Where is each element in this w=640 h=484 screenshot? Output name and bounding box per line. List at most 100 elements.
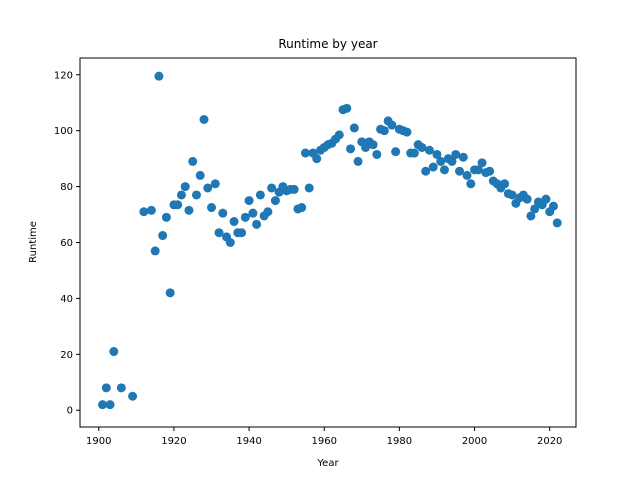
data-point bbox=[116, 383, 126, 393]
data-point bbox=[128, 391, 138, 401]
data-point bbox=[218, 208, 228, 218]
data-point bbox=[304, 183, 314, 193]
data-point bbox=[387, 120, 397, 130]
x-tick-label: 1900 bbox=[86, 436, 111, 447]
data-point bbox=[462, 170, 472, 180]
data-point bbox=[432, 149, 442, 159]
data-point bbox=[379, 126, 389, 136]
data-point bbox=[522, 194, 532, 204]
data-point bbox=[424, 145, 434, 155]
y-tick-label: 120 bbox=[54, 70, 73, 81]
data-point bbox=[334, 130, 344, 140]
data-point bbox=[466, 179, 476, 189]
x-tick-label: 1940 bbox=[236, 436, 261, 447]
data-point bbox=[150, 246, 160, 256]
data-point bbox=[485, 166, 495, 176]
data-point bbox=[402, 127, 412, 137]
data-point bbox=[372, 149, 382, 159]
data-point bbox=[552, 218, 562, 228]
data-point bbox=[214, 228, 224, 238]
data-point bbox=[225, 238, 235, 247]
data-point bbox=[530, 204, 540, 214]
x-axis-ticks: 1900 1920 1940 1960 1980 2000 2020 bbox=[86, 427, 562, 447]
data-point bbox=[161, 212, 171, 222]
data-point bbox=[447, 156, 457, 166]
data-point bbox=[526, 211, 536, 221]
data-point bbox=[507, 190, 517, 200]
y-tick-label: 40 bbox=[60, 294, 73, 305]
chart-title: Runtime by year bbox=[278, 37, 377, 51]
data-point bbox=[210, 179, 220, 189]
data-point bbox=[421, 166, 431, 176]
data-point bbox=[244, 196, 254, 206]
data-point bbox=[477, 158, 487, 168]
data-point bbox=[270, 196, 280, 206]
y-tick-label: 20 bbox=[60, 350, 73, 361]
data-point bbox=[455, 166, 465, 176]
data-point bbox=[139, 207, 149, 217]
y-tick-label: 60 bbox=[60, 238, 73, 249]
data-point bbox=[349, 123, 359, 133]
data-point bbox=[368, 140, 378, 150]
x-tick-label: 2020 bbox=[537, 436, 562, 447]
data-point bbox=[184, 205, 194, 215]
data-point bbox=[207, 203, 217, 213]
data-point bbox=[101, 383, 111, 393]
data-point bbox=[417, 142, 427, 152]
data-point bbox=[409, 148, 419, 158]
data-point bbox=[548, 201, 558, 211]
data-point bbox=[176, 190, 186, 200]
data-point bbox=[346, 144, 356, 154]
y-axis-label: Runtime bbox=[28, 221, 39, 263]
data-point bbox=[229, 217, 239, 227]
x-axis-label: Year bbox=[316, 458, 339, 469]
data-point bbox=[173, 200, 183, 210]
data-point bbox=[240, 212, 250, 222]
data-point bbox=[158, 231, 168, 241]
data-point bbox=[195, 170, 205, 180]
y-tick-label: 0 bbox=[67, 406, 73, 417]
data-point bbox=[500, 179, 510, 189]
data-point bbox=[203, 183, 213, 193]
data-point bbox=[252, 219, 262, 229]
data-point bbox=[146, 205, 156, 215]
data-point bbox=[436, 156, 446, 166]
data-point bbox=[458, 152, 468, 162]
data-point bbox=[255, 190, 265, 200]
data-point bbox=[248, 208, 258, 218]
y-axis-ticks: 0 20 40 60 80 100 120 bbox=[54, 70, 80, 417]
y-tick-label: 100 bbox=[54, 126, 73, 137]
data-point bbox=[439, 165, 449, 175]
data-point bbox=[105, 400, 115, 410]
plot-frame bbox=[79, 57, 577, 428]
points-layer bbox=[98, 71, 562, 410]
data-point bbox=[109, 347, 119, 357]
data-point bbox=[98, 400, 108, 410]
data-point bbox=[428, 162, 438, 172]
data-point bbox=[267, 183, 277, 193]
data-point bbox=[473, 165, 483, 175]
data-point bbox=[342, 103, 352, 113]
data-point bbox=[154, 71, 164, 81]
data-point bbox=[289, 184, 299, 194]
data-point bbox=[263, 207, 273, 217]
x-tick-label: 2000 bbox=[462, 436, 487, 447]
data-point bbox=[541, 194, 551, 204]
data-point bbox=[199, 115, 209, 124]
data-point bbox=[297, 203, 307, 213]
x-tick-label: 1960 bbox=[312, 436, 337, 447]
data-point bbox=[165, 288, 175, 298]
data-point bbox=[391, 147, 401, 157]
x-tick-label: 1980 bbox=[387, 436, 412, 447]
data-point bbox=[451, 149, 461, 159]
data-point bbox=[180, 182, 190, 192]
y-tick-label: 80 bbox=[60, 182, 73, 193]
data-point bbox=[300, 148, 310, 158]
data-point bbox=[237, 228, 247, 238]
data-point bbox=[188, 156, 198, 166]
data-point bbox=[312, 154, 322, 164]
data-point bbox=[191, 190, 201, 200]
x-tick-label: 1920 bbox=[161, 436, 186, 447]
